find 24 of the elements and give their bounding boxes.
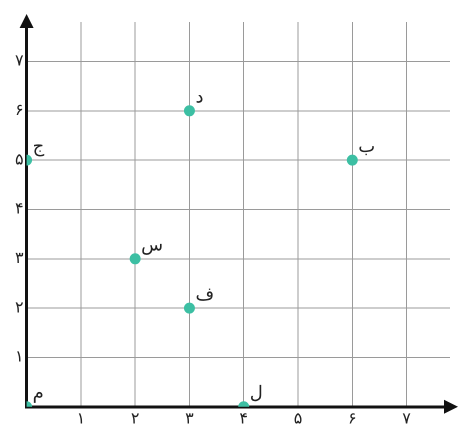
x-tick-label: ۷	[402, 408, 412, 428]
x-tick-label: ۲	[130, 408, 140, 428]
x-tick-label: ۱	[76, 408, 86, 428]
point	[184, 105, 195, 116]
x-tick-label: ۳	[185, 408, 194, 428]
y-tick-label: ۵	[15, 149, 24, 168]
x-tick-label: ۶	[348, 408, 357, 428]
annotation: س	[141, 234, 164, 256]
annotation: ل	[250, 382, 263, 404]
annotation: ج	[32, 136, 45, 157]
y-tick-label: ۷	[15, 50, 24, 70]
x-tick-label: ۵	[294, 408, 302, 428]
y-tick-label: ۲	[15, 297, 24, 316]
x-tick-label: ۴	[239, 408, 248, 428]
y-tick-label: ۱	[15, 346, 24, 366]
point	[346, 154, 358, 166]
annotation: ف	[195, 284, 214, 305]
annotation: د	[195, 86, 204, 108]
annotation: ب	[358, 136, 376, 157]
y-tick-label: ۴	[15, 198, 24, 218]
annotation: م	[32, 382, 44, 404]
y-tick-label: ۳	[15, 248, 24, 267]
point	[130, 253, 141, 264]
y-tick-label: ۶	[15, 100, 24, 119]
